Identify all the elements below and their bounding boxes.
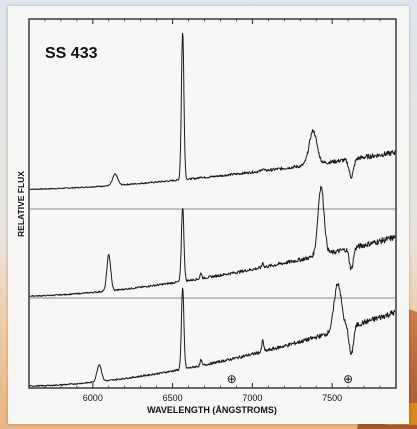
y-axis-label: RELATIVE FLUX (16, 171, 26, 237)
plot-frame (28, 18, 397, 389)
telluric-marker-2: ⊕ (343, 372, 353, 386)
x-tick-label-6000: 6000 (83, 393, 103, 403)
spectrum-line-3 (29, 283, 396, 387)
x-tick-label-7500: 7500 (322, 393, 342, 403)
figure-card: SS 433 RELATIVE FLUX WAVELENGTH (ÅNGSTRO… (8, 6, 409, 424)
x-axis-label: WAVELENGTH (ÅNGSTROMS) (147, 405, 277, 415)
chart-title: SS 433 (45, 45, 98, 62)
x-tick-label-7000: 7000 (242, 393, 262, 403)
telluric-marker-1: ⊕ (227, 372, 237, 386)
x-tick-label-6500: 6500 (163, 393, 183, 403)
spectrum-line-1 (29, 32, 396, 191)
spectrum-line-2 (29, 185, 396, 297)
spectrum-chart: SS 433 RELATIVE FLUX WAVELENGTH (ÅNGSTRO… (16, 18, 397, 415)
